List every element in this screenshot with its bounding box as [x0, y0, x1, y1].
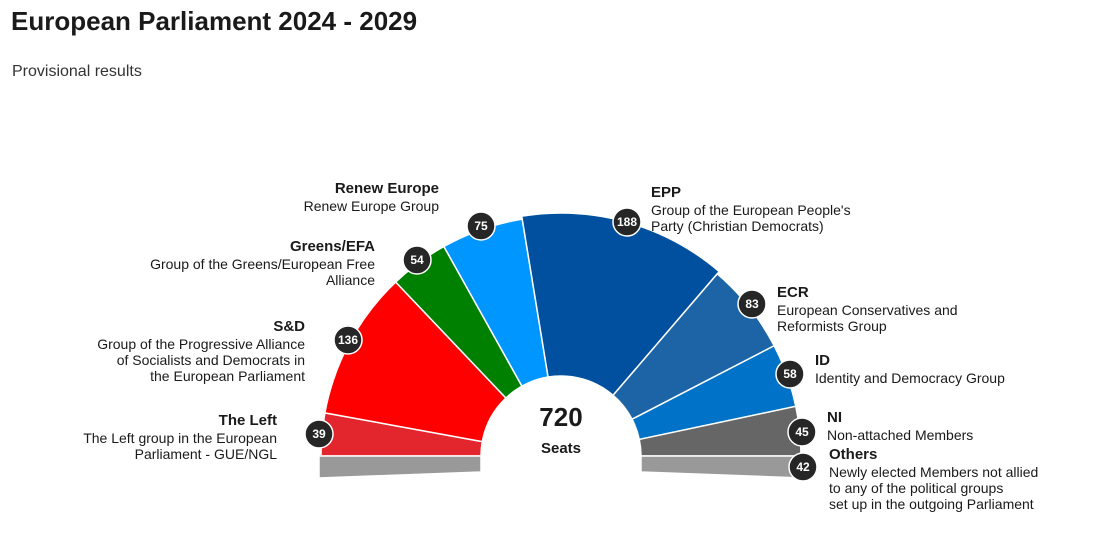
badge-circle-ecr	[737, 289, 767, 319]
label-line-greens-0: Group of the Greens/European Free	[150, 256, 375, 272]
label-line-ecr-0: European Conservatives and	[777, 302, 958, 318]
badge-circle-id	[775, 359, 805, 389]
slice-others-right	[640, 455, 804, 479]
badge-value-sd: 136	[338, 333, 358, 347]
badge-value-ecr: 83	[745, 297, 759, 311]
badge-value-epp: 188	[617, 215, 637, 229]
label-sd: S&D Group of the Progressive Alliance of S…	[97, 318, 305, 384]
label-line-epp-0: Group of the European People's	[651, 202, 851, 218]
badge-others: 42	[788, 452, 818, 482]
slice-epp	[520, 212, 721, 397]
badge-left: 39	[304, 419, 334, 449]
label-abbr-greens: Greens/EFA	[289, 238, 375, 255]
badge-circle-renew	[466, 211, 496, 241]
label-full-id: Identity and Democracy Group	[815, 370, 1005, 386]
label-abbr-left: The Left	[218, 412, 277, 429]
badge-circle-sd	[333, 325, 363, 355]
badge-value-id: 58	[783, 367, 797, 381]
label-line-sd-1: of Socialists and Democrats in	[116, 352, 305, 368]
badge-value-others: 42	[796, 460, 810, 474]
label-renew: Renew Europe Renew Europe Group	[304, 180, 439, 214]
label-line-ecr-1: Reformists Group	[777, 318, 887, 334]
label-ecr: ECR European Conservatives and Reformists …	[777, 284, 958, 334]
label-full-ecr: European Conservatives and Reformists Gro…	[777, 302, 958, 334]
slice-others-left	[318, 455, 482, 479]
label-abbr-epp: EPP	[651, 184, 682, 201]
label-line-greens-1: Alliance	[325, 272, 375, 288]
label-line-left-1: Parliament - GUE/NGL	[134, 446, 277, 462]
badge-id: 58	[775, 359, 805, 389]
label-epp: EPP Group of the European People's Party (…	[651, 184, 851, 234]
badge-value-greens: 54	[410, 253, 424, 267]
label-full-others: Newly elected Members not allied to any o…	[829, 464, 1038, 512]
badge-circle-epp	[612, 207, 642, 237]
label-line-sd-2: the European Parliament	[150, 368, 305, 384]
label-full-sd: Group of the Progressive Alliance of Soci…	[97, 336, 305, 384]
badge-value-left: 39	[312, 427, 326, 441]
label-id: ID Identity and Democracy Group	[815, 352, 1005, 386]
label-line-renew-0: Renew Europe Group	[303, 198, 439, 214]
label-full-renew: Renew Europe Group	[304, 198, 439, 214]
slices-group	[318, 212, 804, 479]
page-title: European Parliament 2024 - 2029	[11, 6, 418, 36]
badge-ni: 45	[787, 417, 817, 447]
label-others: Others Newly elected Members not allied to…	[829, 446, 1038, 512]
label-line-epp-1: Party (Christian Democrats)	[651, 218, 824, 234]
label-abbr-ecr: ECR	[777, 284, 809, 301]
label-full-greens: Group of the Greens/European Free Allianc…	[150, 256, 375, 288]
badge-greens: 54	[402, 245, 432, 275]
badge-circle-greens	[402, 245, 432, 275]
badge-sd: 136	[333, 325, 363, 355]
badge-renew: 75	[466, 211, 496, 241]
page-subtitle: Provisional results	[12, 63, 142, 80]
label-line-others-1: to any of the political groups	[829, 480, 1004, 496]
label-full-epp: Group of the European People's Party (Chr…	[651, 202, 851, 234]
label-full-left: The Left group in the European Parliament…	[83, 430, 277, 462]
slice-sd	[324, 280, 507, 443]
badge-epp: 188	[612, 207, 642, 237]
label-ni: NI Non-attached Members	[827, 409, 973, 443]
label-line-others-0: Newly elected Members not allied	[829, 464, 1039, 480]
total-seats-label: Seats	[541, 440, 581, 457]
label-greens: Greens/EFA Group of the Greens/European F…	[150, 238, 375, 288]
total-seats-value: 720	[539, 402, 582, 432]
label-full-ni: Non-attached Members	[827, 427, 973, 443]
label-abbr-ni: NI	[827, 409, 842, 426]
badge-value-renew: 75	[474, 219, 488, 233]
label-line-sd-0: Group of the Progressive Alliance	[97, 336, 305, 352]
label-line-others-2: set up in the outgoing Parliament	[829, 496, 1034, 512]
badge-circle-others	[788, 452, 818, 482]
label-left: The Left The Left group in the European Pa…	[83, 412, 277, 462]
label-abbr-sd: S&D	[273, 318, 305, 335]
label-abbr-renew: Renew Europe	[334, 180, 439, 197]
label-line-left-0: The Left group in the European	[83, 430, 277, 446]
label-abbr-id: ID	[815, 352, 830, 369]
badges-group: 42 39 136 54 75 188 83 58 45	[304, 207, 818, 482]
label-line-ni-0: Non-attached Members	[827, 427, 974, 443]
label-abbr-others: Others	[829, 446, 878, 463]
label-line-id-0: Identity and Democracy Group	[815, 370, 1005, 386]
badge-ecr: 83	[737, 289, 767, 319]
badge-circle-left	[304, 419, 334, 449]
badge-value-ni: 45	[795, 425, 809, 439]
badge-circle-ni	[787, 417, 817, 447]
